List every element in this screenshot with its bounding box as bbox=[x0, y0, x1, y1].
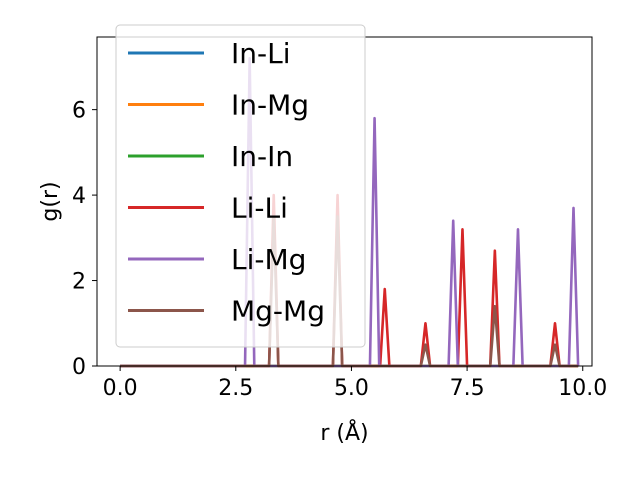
legend: In-Li In-Mg In-In Li-Li Li-Mg Mg-Mg bbox=[115, 24, 366, 348]
y-axis-label: g(r) bbox=[38, 181, 63, 221]
legend-label: In-Li bbox=[231, 37, 291, 70]
y-tick-label: 0 bbox=[72, 355, 86, 380]
legend-label: Li-Mg bbox=[231, 243, 306, 276]
y-axis: 0 2 4 6 bbox=[72, 99, 97, 380]
legend-label: Mg-Mg bbox=[231, 295, 325, 328]
legend-label: Li-Li bbox=[231, 192, 288, 225]
x-axis-label: r (Å) bbox=[320, 419, 368, 446]
x-tick-label: 2.5 bbox=[218, 376, 253, 401]
legend-label: In-Mg bbox=[231, 89, 309, 122]
x-tick-label: 7.5 bbox=[450, 376, 485, 401]
x-axis: 0.0 2.5 5.0 7.5 10.0 bbox=[103, 366, 607, 401]
y-tick-label: 4 bbox=[72, 184, 86, 209]
y-tick-label: 2 bbox=[72, 270, 86, 295]
x-tick-label: 0.0 bbox=[103, 376, 138, 401]
y-tick-label: 6 bbox=[72, 99, 86, 124]
x-tick-label: 10.0 bbox=[558, 376, 607, 401]
legend-label: In-In bbox=[231, 140, 293, 173]
x-tick-label: 5.0 bbox=[334, 376, 369, 401]
